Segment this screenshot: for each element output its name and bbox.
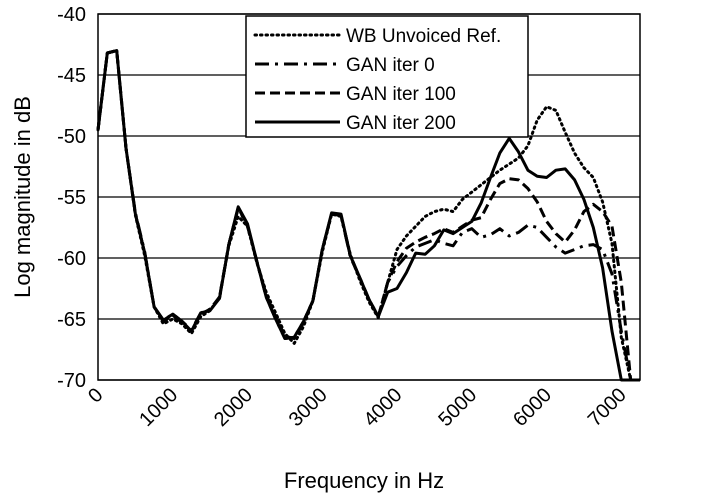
y-tick-label: -40 bbox=[57, 4, 86, 26]
series-line-solid bbox=[96, 49, 640, 382]
legend-label: GAN iter 100 bbox=[346, 84, 456, 105]
legend-label: GAN iter 200 bbox=[346, 113, 456, 134]
y-tick-label: -60 bbox=[57, 248, 86, 270]
x-tick-label: 7000 bbox=[584, 384, 631, 431]
x-tick-label: 5000 bbox=[434, 384, 481, 431]
x-tick-label: 2000 bbox=[210, 384, 257, 431]
x-tick-label: 1000 bbox=[135, 384, 182, 431]
legend-label: WB Unvoiced Ref. bbox=[346, 26, 501, 47]
y-axis-title: Log magnitude in dB bbox=[10, 96, 35, 298]
series-layer bbox=[96, 49, 642, 382]
y-tick-label: -50 bbox=[57, 126, 86, 148]
y-tick-label: -45 bbox=[57, 65, 86, 87]
x-axis-title: Frequency in Hz bbox=[284, 468, 444, 493]
y-tick-label: -55 bbox=[57, 187, 86, 209]
y-tick-label: -70 bbox=[57, 370, 86, 392]
y-tick-label: -65 bbox=[57, 309, 86, 331]
legend: WB Unvoiced Ref. GAN iter 0 GAN iter 100 GA… bbox=[245, 15, 529, 138]
x-tick-label: 4000 bbox=[360, 384, 407, 431]
x-tick-labels: 0 1000 2000 3000 4000 5000 6000 7000 bbox=[84, 384, 631, 431]
plot-area-frame bbox=[97, 13, 641, 381]
legend-label: GAN iter 0 bbox=[346, 55, 435, 76]
x-tick-label: 3000 bbox=[285, 384, 332, 431]
x-tick-label: 0 bbox=[84, 384, 107, 407]
y-tick-labels: -40 -45 -50 -55 -60 -65 -70 bbox=[57, 4, 86, 392]
x-tick-label: 6000 bbox=[509, 384, 556, 431]
